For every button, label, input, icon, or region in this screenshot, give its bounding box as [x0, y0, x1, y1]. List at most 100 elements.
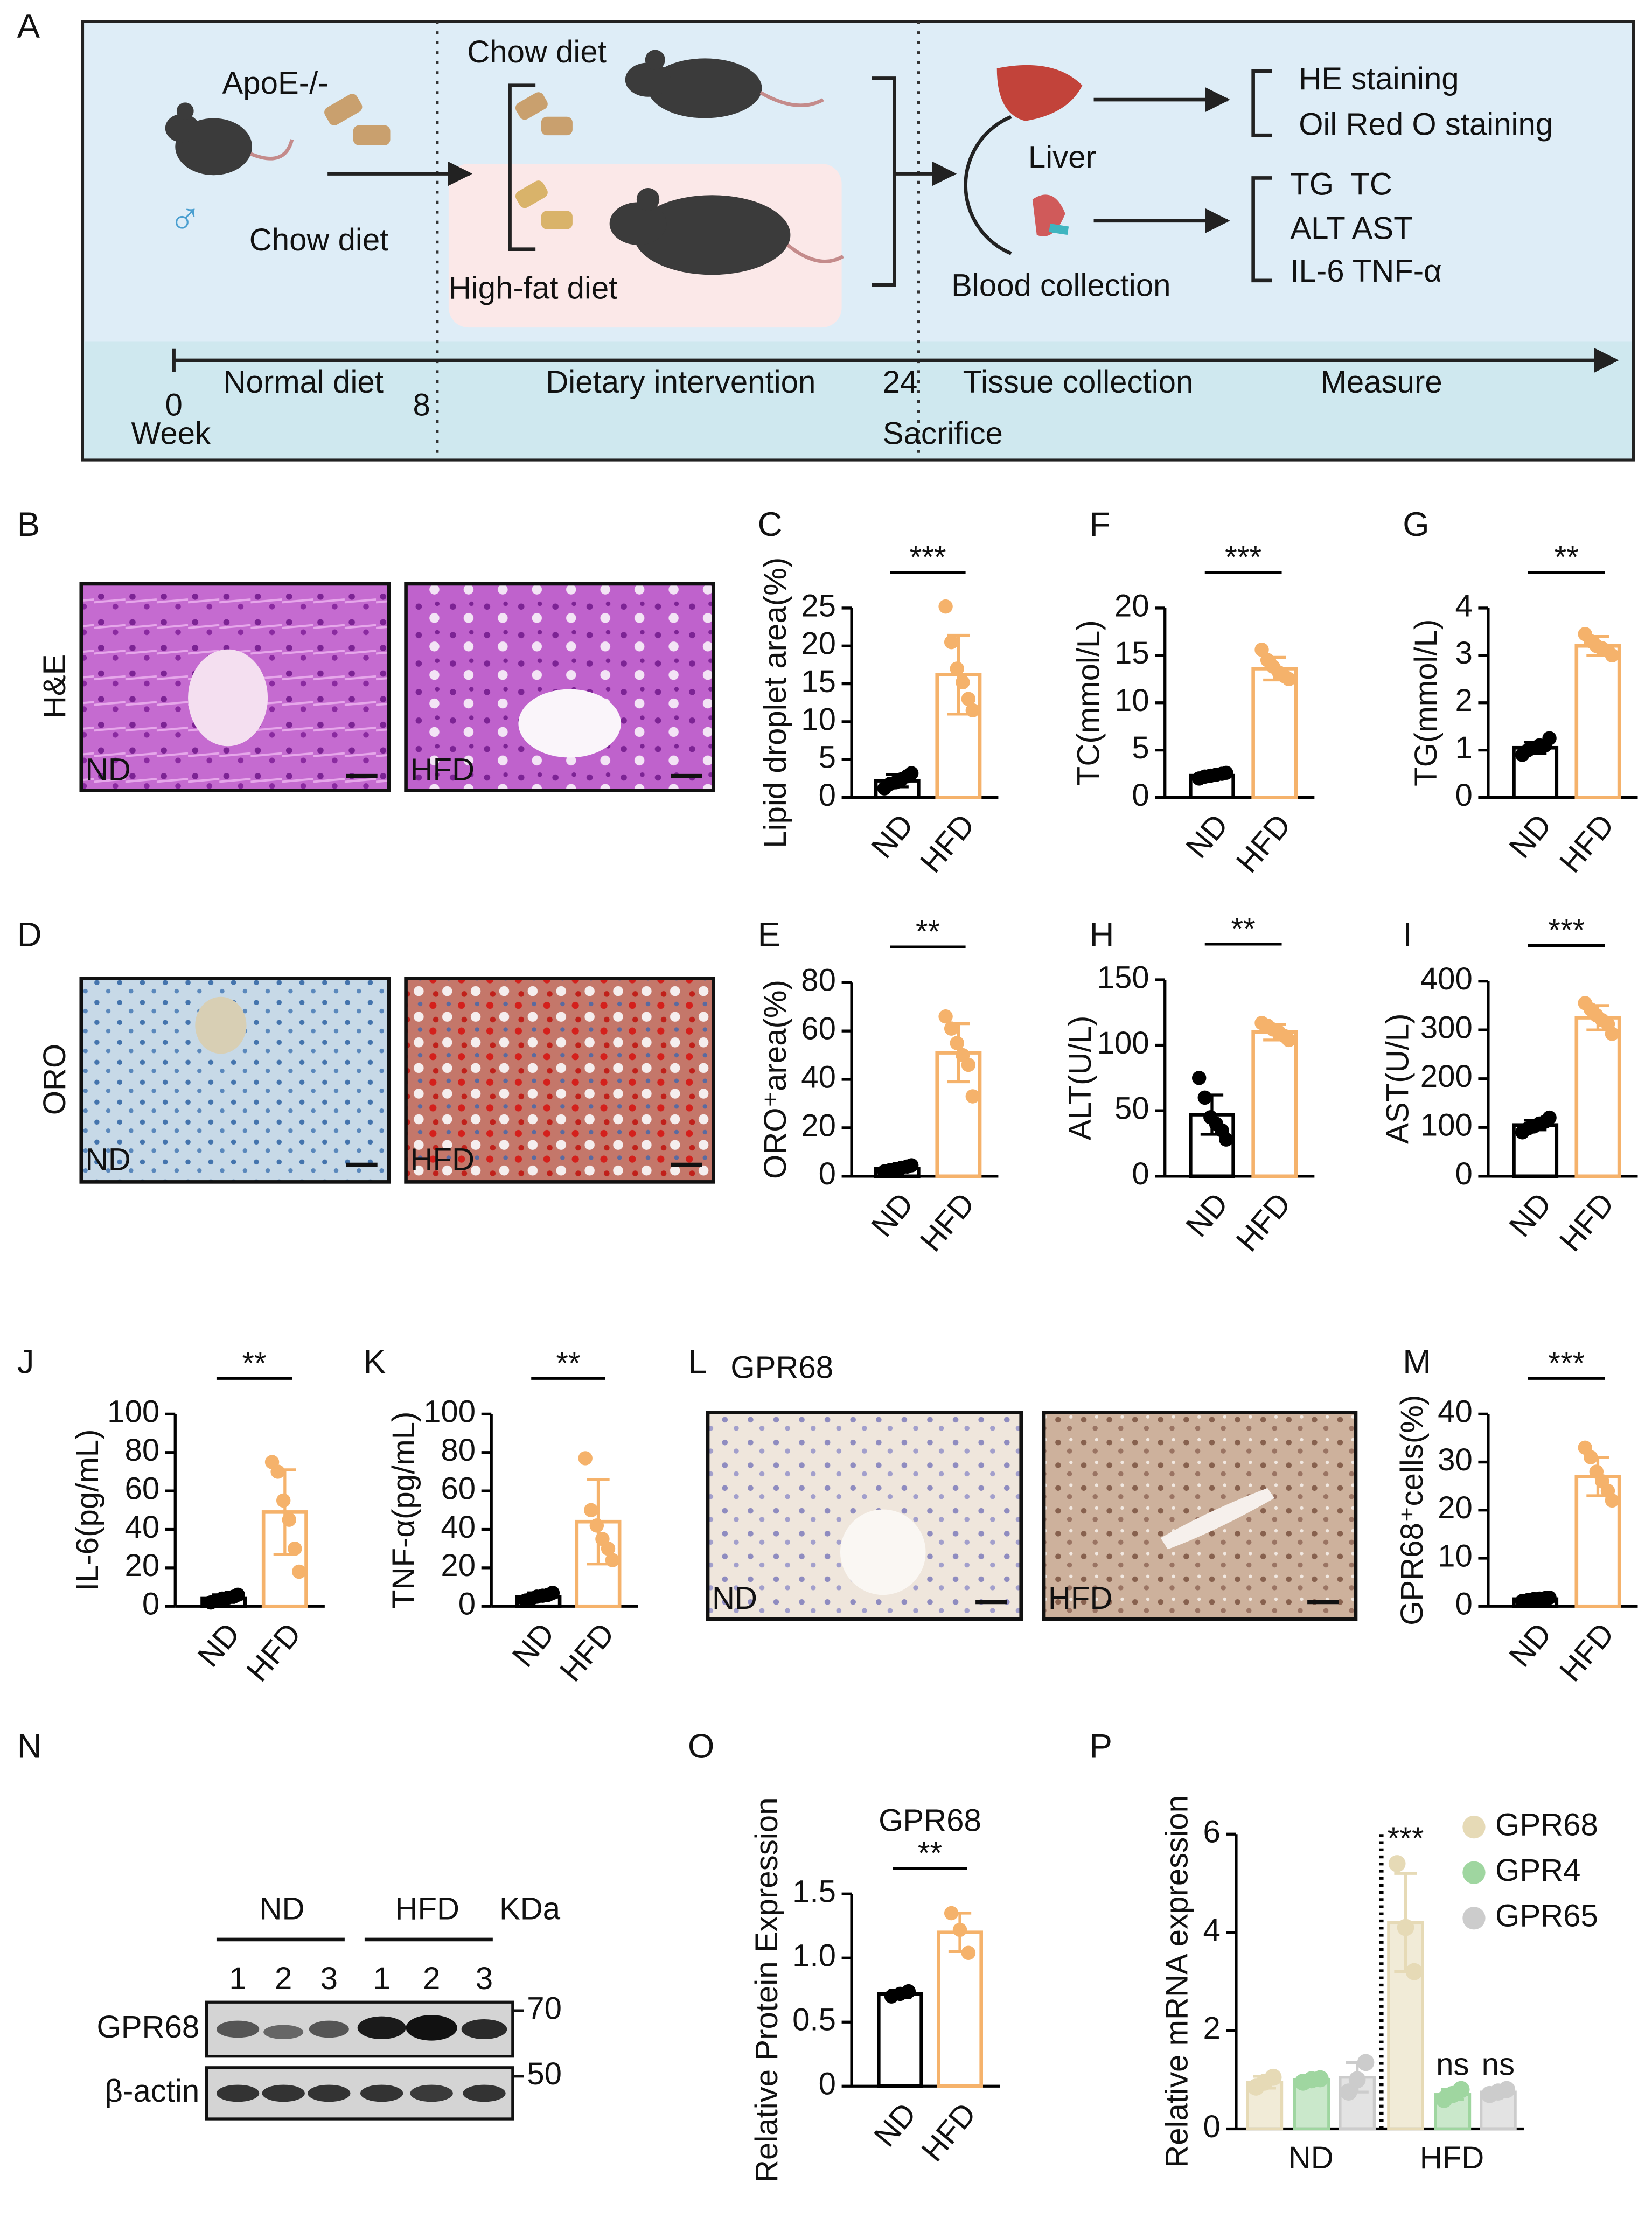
phase-label: Normal diet — [224, 365, 384, 400]
data-point — [952, 1922, 967, 1937]
phase-label: Dietary intervention — [546, 365, 815, 400]
data-point — [1605, 648, 1620, 663]
y-tick-label: 400 — [1420, 961, 1473, 996]
data-point — [1405, 1963, 1423, 1980]
y-axis-label: TNF-α(pg/mL) — [386, 1412, 421, 1609]
bands — [216, 2015, 507, 2102]
data-point — [1197, 1090, 1212, 1105]
group-label: HFD — [1048, 1581, 1113, 1616]
panel-label: C — [758, 506, 783, 543]
phase-label: Tissue collection — [963, 365, 1194, 400]
y-tick-label: 2 — [1455, 683, 1472, 718]
data-point — [1264, 2068, 1282, 2086]
y-tick-label: 6 — [1203, 1815, 1221, 1850]
central-vein — [518, 689, 621, 758]
panel-label: K — [363, 1343, 386, 1381]
group-label: HFD — [410, 1142, 475, 1177]
y-tick-label: 150 — [1097, 960, 1149, 995]
data-point — [944, 1906, 959, 1921]
data-point — [961, 1057, 976, 1072]
stain-label: ORO — [37, 1044, 72, 1115]
y-tick-label: 0 — [1132, 778, 1149, 813]
significance-label: *** — [1225, 540, 1261, 575]
data-point — [904, 1158, 919, 1173]
data-point — [1219, 765, 1233, 780]
panel-label: N — [17, 1727, 42, 1765]
data-point — [944, 634, 959, 650]
y-axis-label: TG(mmol/L) — [1409, 619, 1444, 786]
data-point — [589, 1518, 604, 1533]
data-point — [950, 1036, 964, 1050]
x-tick-label: ND — [1179, 807, 1235, 864]
bar — [1251, 1030, 1298, 1178]
x-tick-label: HFD — [1230, 807, 1298, 879]
bracket — [1251, 69, 1272, 137]
y-axis-label: Lipid droplet area(%) — [758, 557, 793, 848]
y-tick-label: 40 — [441, 1510, 476, 1545]
data-point — [901, 1984, 916, 1999]
y-axis-label: ORO⁺area(%) — [758, 980, 793, 1179]
y-tick-label: 30 — [1438, 1442, 1473, 1477]
central-vein — [1160, 1488, 1275, 1550]
y-tick-label: 15 — [801, 664, 836, 699]
data-point — [1605, 1027, 1620, 1041]
y-tick-label: 60 — [441, 1471, 476, 1506]
y-tick-label: 20 — [124, 1548, 159, 1583]
y-tick-label: 0 — [142, 1587, 159, 1622]
group-label: HFD — [395, 1891, 459, 1926]
mouse-icon — [165, 102, 294, 176]
x-tick-label: HFD — [1553, 1187, 1621, 1258]
x-tick-label: HFD — [914, 1187, 982, 1258]
tube-icon — [1049, 224, 1069, 235]
data-point — [276, 1493, 291, 1508]
data-point — [961, 1945, 976, 1960]
lane-label: 1 — [373, 1961, 390, 1996]
panel-label: G — [1403, 506, 1429, 543]
y-tick-label: 80 — [801, 963, 836, 998]
y-tick-label: 1.0 — [792, 1938, 836, 1973]
data-point — [1281, 672, 1296, 687]
bracket — [872, 76, 896, 287]
data-point — [1542, 1590, 1557, 1605]
y-axis-label: ALT(U/L) — [1063, 1016, 1098, 1141]
lane-label: 3 — [320, 1961, 338, 1996]
lane-label: 2 — [423, 1961, 440, 1996]
data-point — [282, 1512, 296, 1527]
y-tick-label: 20 — [1114, 588, 1149, 623]
data-point — [1542, 731, 1557, 745]
x-tick-label: ND — [191, 1616, 247, 1673]
y-tick-label: 60 — [124, 1471, 159, 1506]
y-axis-label: Relative mRNA expression — [1160, 1795, 1195, 2168]
x-tick-label: ND — [865, 807, 921, 864]
row-label: β-actin — [105, 2074, 200, 2109]
data-point — [288, 1541, 302, 1556]
data-point — [292, 1564, 306, 1579]
unit-label: KDa — [499, 1891, 561, 1926]
lane-label: 2 — [275, 1961, 292, 1996]
y-tick-label: 0.5 — [792, 2003, 836, 2038]
diet-label: Chow diet — [249, 222, 389, 257]
y-tick-label: 40 — [124, 1510, 159, 1545]
panel-label: I — [1403, 916, 1412, 953]
y-tick-label: 300 — [1420, 1010, 1473, 1045]
panel-label: O — [688, 1727, 714, 1765]
significance-label: ** — [556, 1346, 580, 1381]
panel-label: A — [17, 8, 40, 45]
timeline-unit: Week — [131, 416, 212, 451]
x-tick-label: ND — [1288, 2140, 1334, 2175]
y-tick-label: 10 — [1114, 683, 1149, 718]
western-blot: ND HFD KDa 1 2 3 1 2 3 GPR68 β-actin 70 … — [96, 1891, 562, 2121]
legend-label: GPR68 — [1495, 1807, 1598, 1842]
data-point — [1584, 1450, 1598, 1464]
micrograph — [1042, 1411, 1358, 1621]
data-point — [545, 1586, 560, 1600]
panel-label: D — [17, 916, 42, 953]
